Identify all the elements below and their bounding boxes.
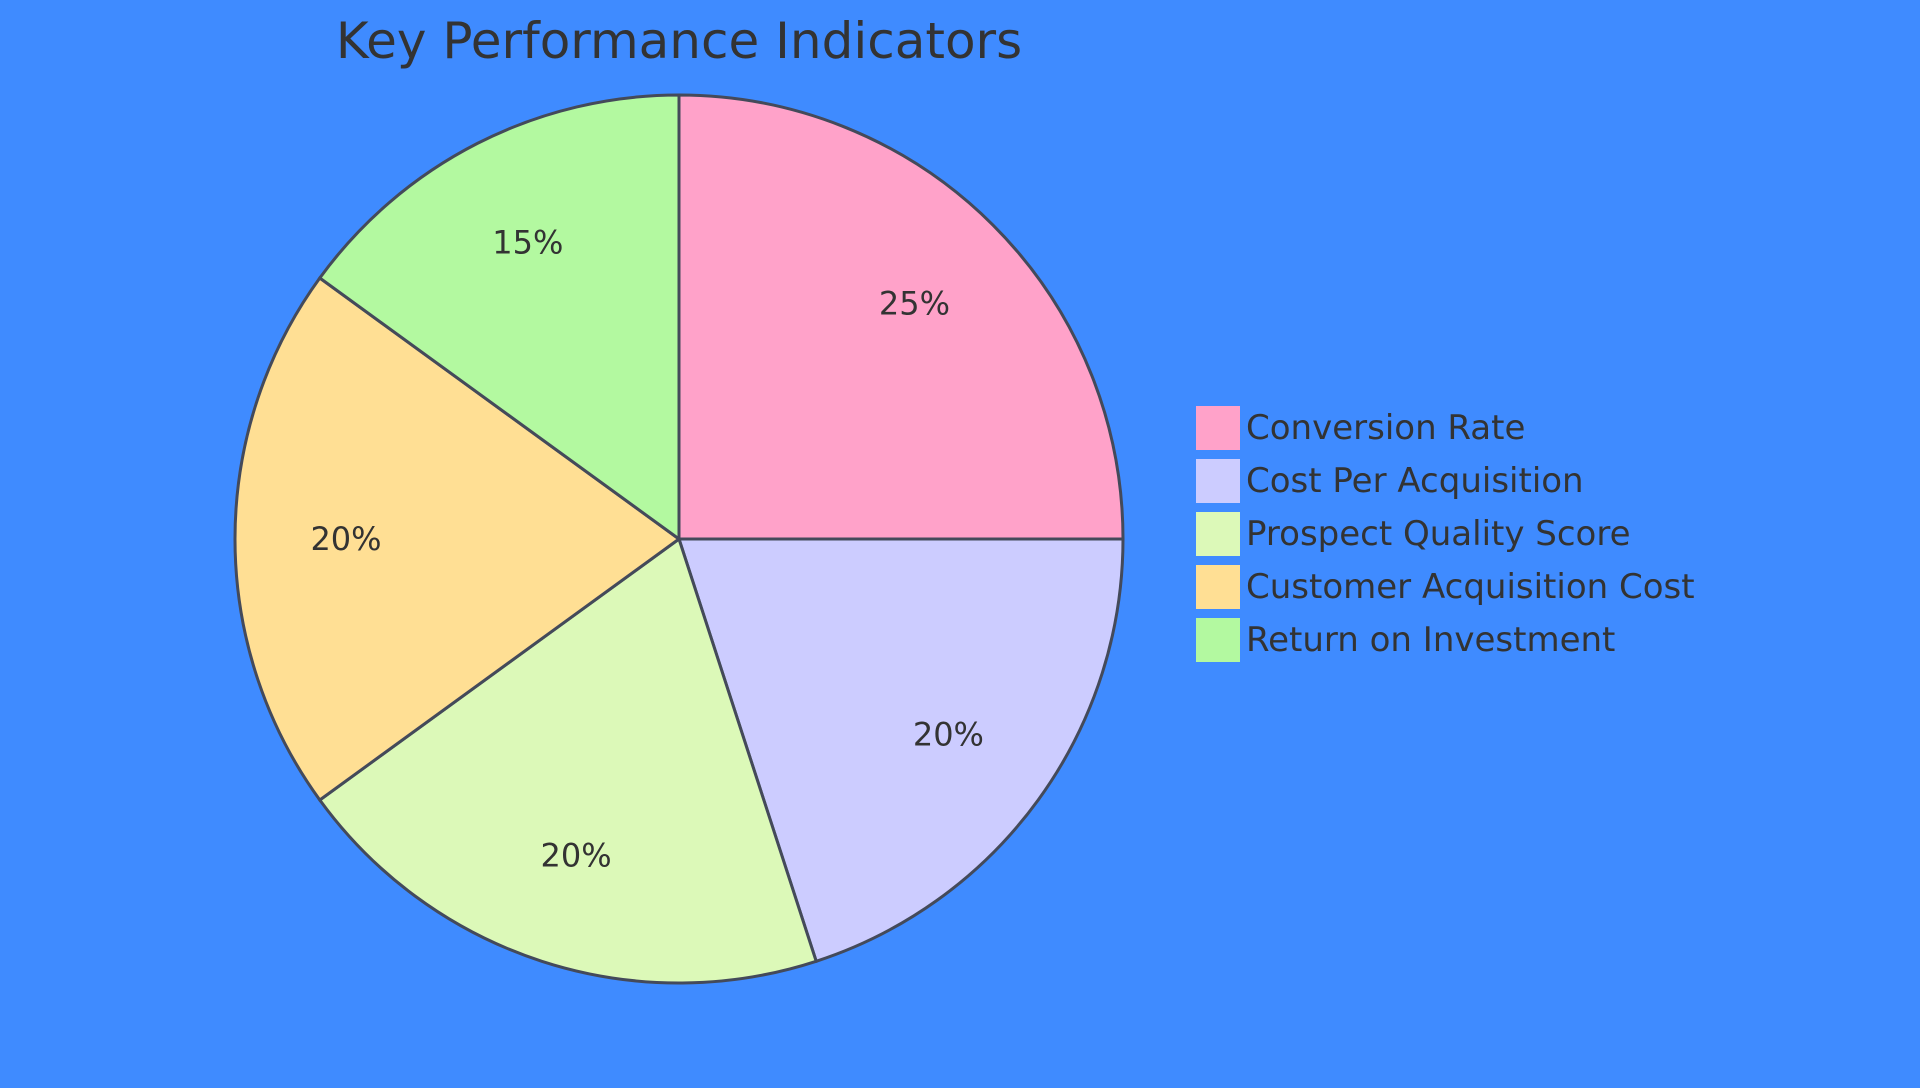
- pie-slice-prospect-quality-score: [317, 536, 819, 985]
- pie-slices: [233, 93, 1125, 985]
- legend-swatch: [1196, 618, 1240, 662]
- pie-slice-value-label: 20%: [310, 520, 381, 558]
- legend-label: Return on Investment: [1246, 620, 1615, 660]
- pie-slice-value-label: 20%: [913, 716, 984, 754]
- legend-swatch: [1196, 512, 1240, 556]
- pie-slice-value-label: 20%: [541, 837, 612, 875]
- pie-slice-cost-per-acquisition: [676, 537, 1125, 964]
- legend-swatch: [1196, 459, 1240, 503]
- pie-slice-value-label: 15%: [492, 223, 563, 261]
- pie-slice-labels: 25% 20% 20% 20% 15%: [310, 223, 984, 874]
- legend-label: Cost Per Acquisition: [1246, 461, 1584, 501]
- legend-label: Prospect Quality Score: [1246, 514, 1631, 554]
- pie-slice-return-on-investment: [317, 93, 681, 542]
- pie-slice-value-label: 25%: [879, 285, 950, 323]
- legend: Conversion Rate Cost Per Acquisition Prosp…: [1196, 406, 1695, 662]
- legend-label: Customer Acquisition Cost: [1246, 567, 1695, 607]
- pie-slice-conversion-rate: [677, 93, 1125, 541]
- legend-label: Conversion Rate: [1246, 408, 1525, 448]
- legend-swatch: [1196, 565, 1240, 609]
- legend-swatch: [1196, 406, 1240, 450]
- pie-slice-customer-acquisition-cost: [233, 275, 682, 803]
- chart-title: Key Performance Indicators: [336, 12, 1022, 70]
